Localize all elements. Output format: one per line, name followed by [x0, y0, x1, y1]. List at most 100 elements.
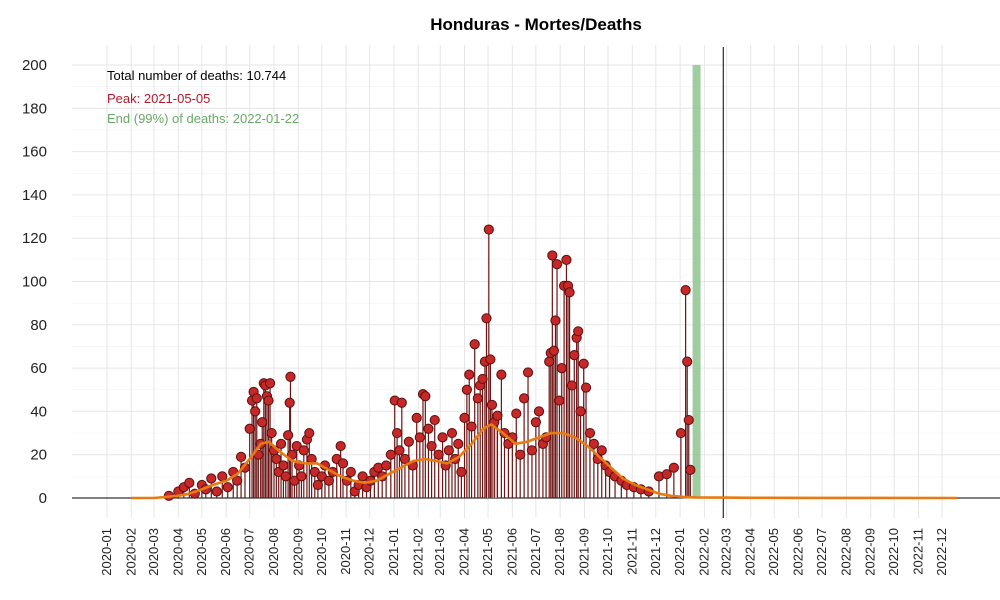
x-tick-label: 2021-07: [528, 528, 543, 576]
y-tick-label: 180: [22, 100, 47, 117]
x-tick-label: 2022-02: [696, 528, 711, 576]
death-point: [526, 445, 538, 456]
death-point: [337, 458, 349, 469]
y-tick-label: 60: [30, 360, 47, 377]
death-point: [394, 445, 405, 456]
annotation-peak: Peak: 2021-05-05: [107, 91, 210, 106]
y-tick-label: 80: [30, 317, 47, 334]
x-tick-label: 2020-10: [314, 528, 329, 576]
trend-curve: [131, 423, 957, 500]
death-point: [443, 445, 454, 456]
x-tick-label: 2022-06: [791, 528, 806, 576]
x-tick-label: 2021-11: [624, 528, 639, 575]
death-point: [564, 287, 575, 298]
x-tick-label: 2021-02: [410, 528, 425, 576]
death-point: [396, 397, 407, 408]
x-tick-label: 2021-03: [432, 528, 447, 576]
death-point: [298, 445, 309, 456]
death-point: [461, 384, 472, 395]
death-point: [304, 427, 315, 439]
y-axis-ticks: 0 20 40 60 80 100 120 140 160 180 200: [22, 57, 47, 507]
x-tick-label: 2021-10: [600, 528, 615, 576]
death-point: [437, 432, 448, 443]
death-point: [492, 410, 503, 421]
x-tick-label: 2020-03: [146, 528, 161, 576]
death-point: [284, 397, 295, 408]
death-point: [533, 406, 545, 417]
death-point: [682, 356, 693, 367]
death-point: [257, 417, 268, 428]
y-tick-label: 20: [30, 447, 47, 464]
y-tick-label: 160: [22, 144, 47, 161]
x-tick-label: 2021-12: [648, 528, 663, 576]
x-tick-label: 2021-04: [457, 528, 472, 576]
death-point: [296, 471, 307, 482]
death-point: [357, 471, 368, 482]
x-tick-label: 2020-01: [99, 528, 114, 576]
death-point: [206, 473, 217, 484]
y-tick-label: 200: [22, 57, 47, 74]
death-point: [280, 471, 291, 482]
death-point: [250, 406, 261, 417]
death-point: [232, 475, 243, 486]
death-point: [263, 395, 274, 406]
death-point: [550, 315, 561, 326]
death-point: [426, 440, 437, 452]
death-point: [547, 250, 558, 261]
death-point: [515, 449, 526, 460]
death-point: [464, 369, 475, 380]
x-tick-label: 2020-11: [338, 528, 353, 575]
death-point: [588, 438, 599, 449]
x-tick-label: 2021-08: [552, 528, 567, 576]
death-point: [486, 399, 498, 411]
death-point: [675, 427, 687, 439]
death-point: [483, 224, 494, 235]
x-tick-label: 2020-07: [242, 528, 257, 576]
death-point: [381, 460, 392, 471]
annotation-end: End (99%) of deaths: 2022-01-22: [107, 111, 299, 126]
x-tick-label: 2021-05: [480, 528, 495, 576]
y-tick-label: 0: [39, 490, 47, 507]
death-point: [391, 427, 403, 439]
x-tick-label: 2020-04: [170, 528, 185, 576]
x-tick-label: 2022-03: [718, 528, 733, 576]
death-point: [403, 436, 414, 447]
chart-title: Honduras - Mortes/Deaths: [430, 15, 642, 34]
death-point: [661, 469, 672, 480]
death-point: [466, 421, 477, 432]
x-tick-label: 2020-08: [266, 528, 281, 576]
y-tick-label: 40: [30, 403, 47, 420]
x-tick-label: 2022-05: [766, 528, 781, 576]
y-tick-label: 140: [22, 187, 47, 204]
death-point: [335, 440, 346, 452]
death-point: [683, 414, 694, 426]
x-tick-label: 2022-07: [814, 528, 829, 576]
death-point: [584, 427, 596, 439]
death-point: [511, 408, 522, 419]
x-tick-label: 2020-02: [123, 528, 138, 576]
death-point: [312, 479, 324, 491]
death-point: [420, 391, 431, 402]
x-tick-label: 2021-06: [504, 528, 519, 576]
death-point: [566, 380, 578, 391]
death-point: [459, 412, 470, 423]
death-point: [596, 445, 607, 456]
death-point: [680, 285, 691, 296]
death-point: [554, 395, 565, 406]
x-tick-label: 2022-08: [838, 528, 853, 576]
x-tick-label: 2020-05: [194, 528, 209, 576]
death-point: [578, 358, 589, 369]
death-point: [411, 412, 422, 423]
death-point: [481, 313, 492, 324]
death-point: [477, 373, 488, 385]
death-point: [573, 326, 584, 337]
smoothed-curve: [131, 423, 957, 500]
x-tick-label: 2021-09: [576, 528, 591, 576]
death-point: [548, 345, 560, 356]
death-point: [469, 339, 480, 350]
end-marker-band: [692, 65, 701, 498]
death-point: [222, 482, 233, 493]
death-point: [414, 432, 425, 443]
death-point: [275, 438, 287, 449]
x-tick-label: 2021-01: [386, 528, 401, 576]
